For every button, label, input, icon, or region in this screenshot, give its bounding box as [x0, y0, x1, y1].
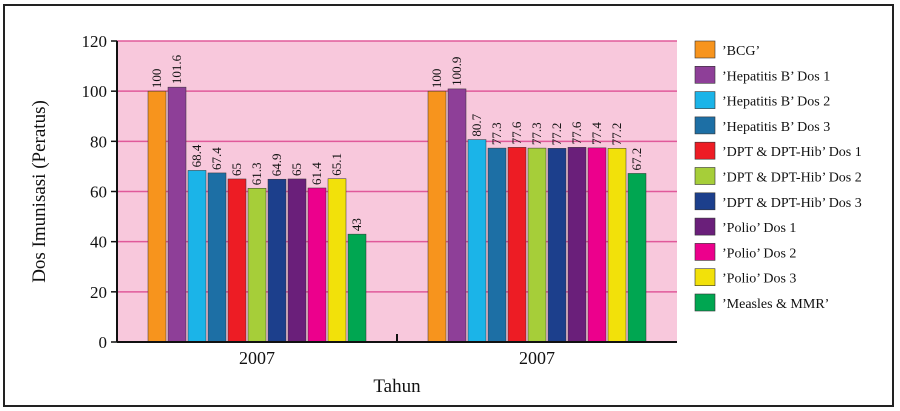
bar: [247, 187, 267, 343]
bar: [447, 88, 467, 343]
data-label: 65.1: [329, 153, 344, 176]
y-tick-label: 120: [82, 32, 108, 51]
bar: [187, 170, 207, 343]
data-label: 77.3: [529, 122, 544, 145]
legend-label: ’Measles & MMR’: [722, 297, 829, 312]
y-tick-label: 20: [90, 283, 107, 302]
bar: [507, 147, 527, 343]
legend-label: ’DPT & DPT-Hib’ Dos 3: [722, 196, 862, 211]
bar-chart: 100 101.6 68.4 67.4 65 61.3 64.9 65 61.4 65.1 43 10…: [29, 32, 862, 397]
data-label: 68.4: [189, 144, 204, 167]
bar: [347, 233, 367, 343]
bar: [167, 86, 187, 343]
y-tick-label: 0: [99, 333, 108, 352]
bar: [307, 187, 327, 343]
legend-label: ’DPT & DPT-Hib’ Dos 1: [722, 145, 862, 160]
data-labels: 100 101.6 68.4 67.4 65 61.3 64.9 65 61.4 65.1 43 10…: [149, 54, 644, 231]
legend-swatch: [694, 217, 716, 236]
legend-swatch: [694, 141, 716, 160]
data-label: 67.2: [629, 148, 644, 171]
legend-swatch: [694, 293, 716, 312]
bar: [467, 139, 487, 343]
legend-label: ’Polio’ Dos 3: [722, 272, 796, 287]
data-label: 100.9: [449, 57, 464, 86]
legend-label: ’Polio’ Dos 1: [722, 221, 796, 236]
legend: ’BCG’ ’Hepatitis B’ Dos 1 ’Hepatitis B’ Do…: [694, 40, 862, 312]
legend-label: ’Hepatitis B’ Dos 2: [722, 95, 830, 110]
legend-label: ’Hepatitis B’ Dos 1: [722, 69, 830, 84]
bar: [287, 178, 307, 343]
legend-swatch: [694, 116, 716, 135]
data-label: 64.9: [269, 153, 284, 176]
bar: [227, 178, 247, 343]
data-label: 77.2: [549, 123, 564, 146]
y-axis-title: Dos Imunisasi (Peratus): [29, 100, 50, 283]
legend-swatch: [694, 192, 716, 211]
bar: [587, 147, 607, 343]
y-tick-label: 60: [90, 183, 107, 202]
bar: [327, 178, 347, 343]
legend-swatch: [694, 243, 716, 261]
y-tick-label: 40: [90, 233, 107, 252]
x-tick-label: 2007: [239, 348, 275, 368]
data-label: 101.6: [169, 54, 184, 84]
y-tick-label: 80: [90, 132, 107, 151]
data-label: 61.3: [249, 162, 264, 185]
data-label: 65: [229, 163, 244, 176]
data-label: 67.4: [209, 147, 224, 170]
data-label: 77.6: [509, 121, 524, 144]
bar: [147, 90, 167, 343]
legend-label: ’DPT & DPT-Hib’ Dos 2: [722, 171, 862, 186]
data-label: 77.2: [609, 123, 624, 146]
bar: [207, 172, 227, 343]
y-tick-label: 100: [82, 82, 108, 101]
legend-swatch: [694, 167, 716, 185]
data-label: 77.3: [489, 122, 504, 145]
bar: [487, 147, 507, 343]
legend-swatch: [694, 91, 716, 109]
bar: [607, 148, 627, 343]
bars: [147, 86, 647, 343]
legend-swatch: [694, 65, 716, 84]
x-tick-label: 2007: [519, 348, 555, 368]
data-label: 65: [289, 163, 304, 176]
bar: [567, 147, 587, 343]
axes: 0 20 40 60 80 100 120 2007 2007: [82, 32, 677, 368]
legend-label: ’Hepatitis B’ Dos 3: [722, 120, 830, 135]
x-axis-title: Tahun: [373, 376, 421, 397]
data-label: 100: [429, 69, 444, 89]
bar: [547, 148, 567, 343]
legend-label: ’BCG’: [722, 44, 760, 59]
bar: [627, 173, 647, 343]
data-label: 100: [149, 69, 164, 89]
bar: [527, 147, 547, 343]
bar: [267, 178, 287, 343]
bar: [427, 90, 447, 343]
legend-label: ’Polio’ Dos 2: [722, 246, 796, 261]
data-label: 77.4: [589, 122, 604, 145]
legend-swatch: [694, 268, 716, 287]
data-label: 61.4: [309, 162, 324, 185]
data-label: 80.7: [469, 113, 484, 136]
chart-frame: 100 101.6 68.4 67.4 65 61.3 64.9 65 61.4 65.1 43 10…: [3, 4, 894, 407]
legend-swatch: [694, 40, 716, 59]
data-label: 77.6: [569, 121, 584, 144]
data-label: 43: [349, 218, 364, 231]
